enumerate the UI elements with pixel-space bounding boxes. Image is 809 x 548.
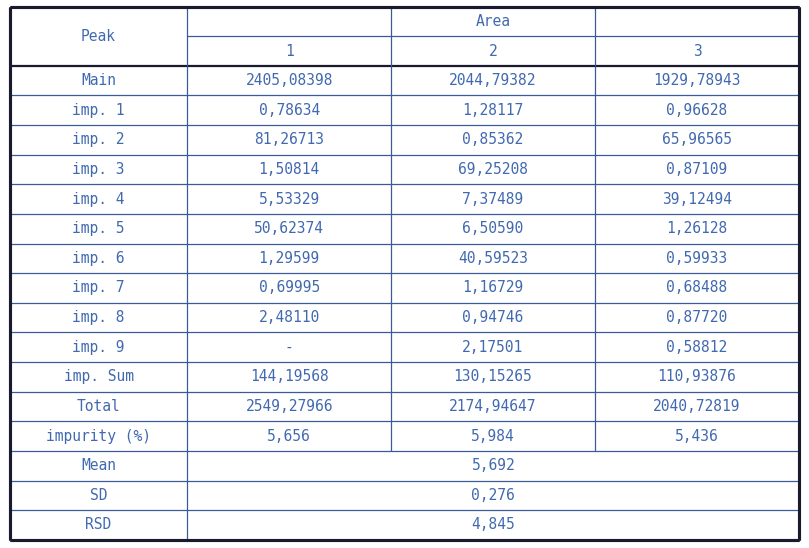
Text: 40,59523: 40,59523: [458, 251, 528, 266]
Text: 1,26128: 1,26128: [667, 221, 727, 236]
Text: 1,16729: 1,16729: [462, 281, 523, 295]
Text: imp. 6: imp. 6: [72, 251, 125, 266]
Text: 3: 3: [693, 43, 701, 59]
Text: 0,96628: 0,96628: [667, 103, 727, 118]
Text: 2549,27966: 2549,27966: [245, 399, 333, 414]
Text: 2: 2: [489, 43, 498, 59]
Text: 110,93876: 110,93876: [658, 369, 736, 384]
Text: 0,94746: 0,94746: [462, 310, 523, 325]
Text: 2,17501: 2,17501: [462, 340, 523, 355]
Text: 69,25208: 69,25208: [458, 162, 528, 177]
Text: 0,59933: 0,59933: [667, 251, 727, 266]
Text: Peak: Peak: [81, 28, 116, 44]
Text: -: -: [285, 340, 294, 355]
Text: impurity (%): impurity (%): [46, 429, 151, 443]
Text: imp. 9: imp. 9: [72, 340, 125, 355]
Text: 130,15265: 130,15265: [454, 369, 532, 384]
Text: 0,68488: 0,68488: [667, 281, 727, 295]
Text: 0,87109: 0,87109: [667, 162, 727, 177]
Text: imp. 7: imp. 7: [72, 281, 125, 295]
Text: Area: Area: [476, 14, 510, 29]
Text: RSD: RSD: [86, 517, 112, 533]
Text: 1,50814: 1,50814: [259, 162, 320, 177]
Text: 2405,08398: 2405,08398: [245, 73, 333, 88]
Text: imp. Sum: imp. Sum: [64, 369, 133, 384]
Text: imp. 5: imp. 5: [72, 221, 125, 236]
Text: 0,276: 0,276: [472, 488, 515, 503]
Text: 0,78634: 0,78634: [259, 103, 320, 118]
Text: 0,85362: 0,85362: [462, 133, 523, 147]
Text: 2,48110: 2,48110: [259, 310, 320, 325]
Text: 4,845: 4,845: [472, 517, 515, 533]
Text: 5,656: 5,656: [267, 429, 311, 443]
Text: 144,19568: 144,19568: [250, 369, 328, 384]
Text: imp. 8: imp. 8: [72, 310, 125, 325]
Text: imp. 2: imp. 2: [72, 133, 125, 147]
Text: 1: 1: [285, 43, 294, 59]
Text: 81,26713: 81,26713: [254, 133, 324, 147]
Text: 7,37489: 7,37489: [462, 192, 523, 207]
Text: 65,96565: 65,96565: [662, 133, 732, 147]
Text: Total: Total: [77, 399, 121, 414]
Text: 1,29599: 1,29599: [259, 251, 320, 266]
Text: 5,984: 5,984: [471, 429, 515, 443]
Text: Mean: Mean: [81, 458, 116, 473]
Text: Main: Main: [81, 73, 116, 88]
Text: 50,62374: 50,62374: [254, 221, 324, 236]
Text: 6,50590: 6,50590: [462, 221, 523, 236]
Text: 1,28117: 1,28117: [462, 103, 523, 118]
Text: 0,69995: 0,69995: [259, 281, 320, 295]
Text: SD: SD: [90, 488, 108, 503]
Text: imp. 1: imp. 1: [72, 103, 125, 118]
Text: 0,58812: 0,58812: [667, 340, 727, 355]
Text: imp. 3: imp. 3: [72, 162, 125, 177]
Text: 2044,79382: 2044,79382: [449, 73, 536, 88]
Text: 2040,72819: 2040,72819: [654, 399, 741, 414]
Text: imp. 4: imp. 4: [72, 192, 125, 207]
Text: 1929,78943: 1929,78943: [654, 73, 741, 88]
Text: 2174,94647: 2174,94647: [449, 399, 536, 414]
Text: 0,87720: 0,87720: [667, 310, 727, 325]
Text: 5,436: 5,436: [676, 429, 719, 443]
Text: 39,12494: 39,12494: [662, 192, 732, 207]
Text: 5,53329: 5,53329: [259, 192, 320, 207]
Text: 5,692: 5,692: [472, 458, 515, 473]
